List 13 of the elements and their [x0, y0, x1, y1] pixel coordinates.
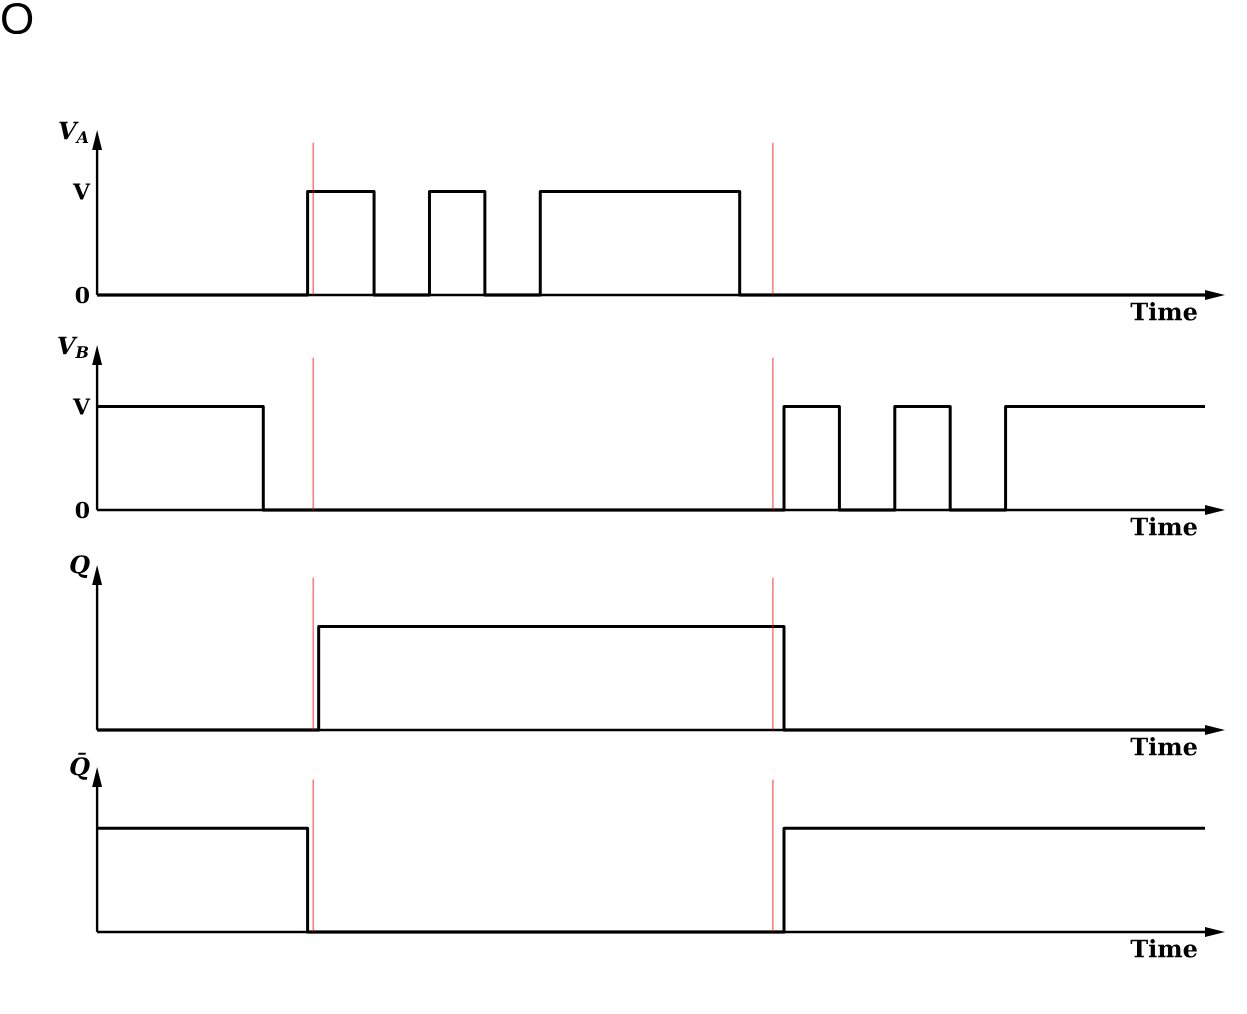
y-axis-title: V$_{B}$ [58, 336, 89, 358]
y-axis-title: V$_{A}$ [59, 121, 89, 143]
y-axis-title: Q [70, 555, 90, 578]
text: V [72, 183, 91, 200]
text: V [72, 398, 91, 415]
x-axis-title: Time [1130, 302, 1197, 321]
text: 0 [75, 501, 89, 519]
y-axis-title: Q̄ [70, 752, 90, 780]
text: O [2, 2, 33, 35]
text: 0 [75, 286, 89, 304]
x-axis-title: Time [1130, 517, 1197, 536]
x-axis-title: Time [1130, 939, 1197, 958]
x-axis-title: Time [1130, 737, 1197, 756]
